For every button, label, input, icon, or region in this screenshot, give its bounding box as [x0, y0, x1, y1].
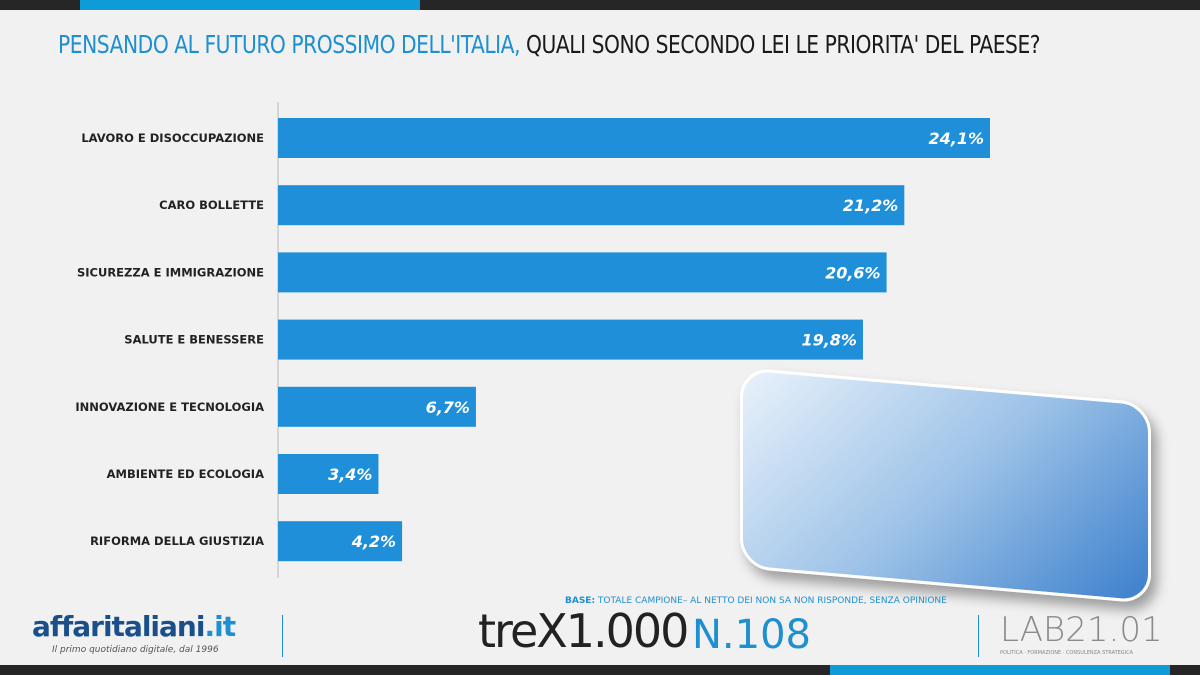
bar [278, 454, 379, 494]
chart-title: PENSANDO AL FUTURO PROSSIMO DELL'ITALIA,… [58, 30, 1041, 59]
category-label: RIFORMA DELLA GIUSTIZIA [90, 534, 264, 548]
value-label: 6,7% [426, 398, 470, 417]
value-label: 3,4% [328, 465, 372, 484]
value-label: 4,2% [351, 532, 396, 551]
value-label: 19,8% [801, 331, 857, 350]
value-label: 24,1% [928, 129, 984, 148]
category-label: SALUTE E BENESSERE [124, 333, 264, 347]
category-label: INNOVAZIONE E TECNOLOGIA [75, 400, 264, 414]
value-label: 21,2% [843, 196, 899, 215]
category-label: AMBIENTE ED ECOLOGIA [107, 467, 264, 481]
bottom-bar [0, 665, 1200, 675]
affaritaliani-tagline: Il primo quotidiano digitale, dal 1996 [52, 645, 219, 655]
affaritaliani-logo: affaritaliani.it [32, 610, 236, 643]
category-label: CARO BOLLETTE [159, 198, 264, 212]
bar [278, 185, 905, 226]
value-label: 20,6% [825, 263, 881, 282]
issue-number: N.108 [692, 612, 811, 658]
bar [278, 118, 990, 158]
divider [282, 615, 283, 657]
category-label: SICUREZZA E IMMIGRAZIONE [77, 265, 264, 279]
bar [278, 252, 887, 293]
lab-logo: LAB21.01 [1000, 610, 1163, 650]
category-label: LAVORO E DISOCCUPAZIONE [81, 131, 264, 145]
divider [978, 615, 979, 657]
bar [278, 319, 863, 360]
lab-tagline: POLITICA · FORMAZIONE · CONSULENZA STRAT… [1000, 650, 1134, 656]
top-bar [0, 0, 1200, 10]
trex-logo: treX1.000 [478, 604, 689, 658]
bar [278, 521, 403, 562]
base-note: BASE: TOTALE CAMPIONE– AL NETTO DEI NON … [565, 596, 947, 606]
bar [278, 386, 476, 427]
